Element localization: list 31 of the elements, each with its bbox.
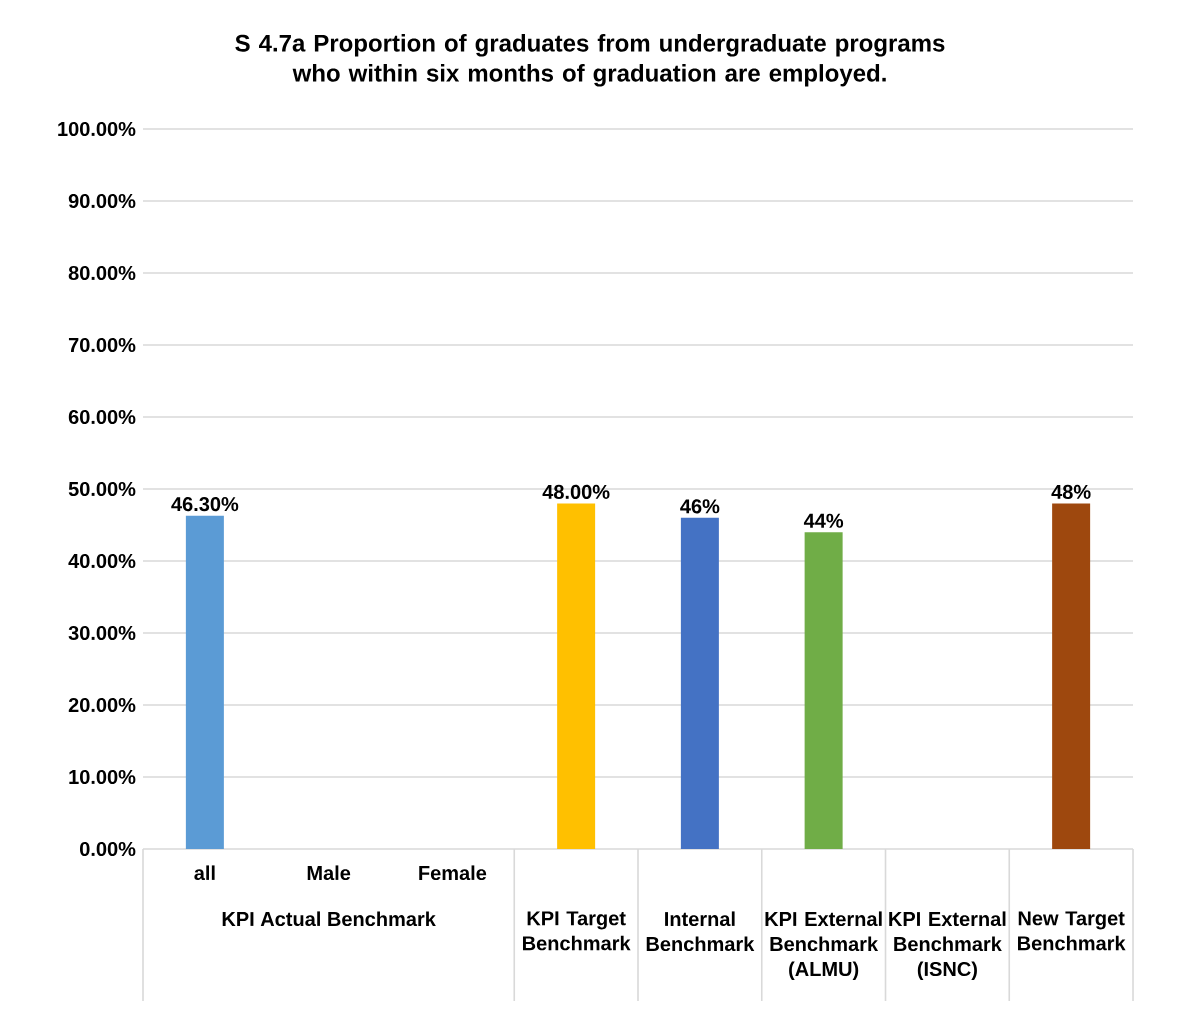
text: KPI Actual Benchmark: [222, 911, 436, 927]
y-tick-label: 0.00%: [80, 841, 136, 857]
data-label: 46%: [680, 499, 720, 514]
x-tick-label: KPI External Benchmark (ALMU): [765, 911, 882, 981]
data-label: 48.00%: [542, 484, 610, 499]
y-tick-label: 80.00%: [68, 265, 136, 281]
y-tick-label: 40.00%: [68, 553, 136, 569]
bar: [557, 503, 596, 849]
y-tick-label: 10.00%: [69, 769, 136, 785]
x-tick-label: all: [194, 865, 215, 881]
x-tick-label: Female: [419, 865, 487, 881]
bar: [185, 515, 224, 849]
y-tick-label: 70.00%: [68, 337, 136, 353]
x-tick-label: New Target Benchmark: [1018, 911, 1126, 951]
data-label: 44%: [803, 513, 844, 528]
bar: [680, 517, 719, 849]
data-label: 48%: [1051, 484, 1091, 499]
chart-title: S 4.7a Proportion of graduates from undergraduate programs who within six months of graduation are employed.: [235, 34, 945, 87]
y-tick-label: 100.00%: [58, 121, 136, 137]
x-tick-label: Male: [307, 865, 351, 881]
y-tick-label: 90.00%: [68, 193, 136, 209]
y-tick-label: 60.00%: [68, 409, 136, 425]
y-tick-label: 50.00%: [68, 481, 136, 497]
x-tick-label: KPI Target Benchmark: [523, 911, 631, 951]
y-tick-label: 20.00%: [68, 697, 136, 713]
x-tick-label: KPI External Benchmark (ISNC): [889, 911, 1006, 981]
bar: [804, 532, 843, 849]
bar: [1052, 503, 1091, 849]
y-tick-label: 30.00%: [68, 625, 136, 641]
x-tick-label: Internal Benchmark: [646, 911, 755, 952]
data-label: 46.30%: [171, 497, 239, 512]
